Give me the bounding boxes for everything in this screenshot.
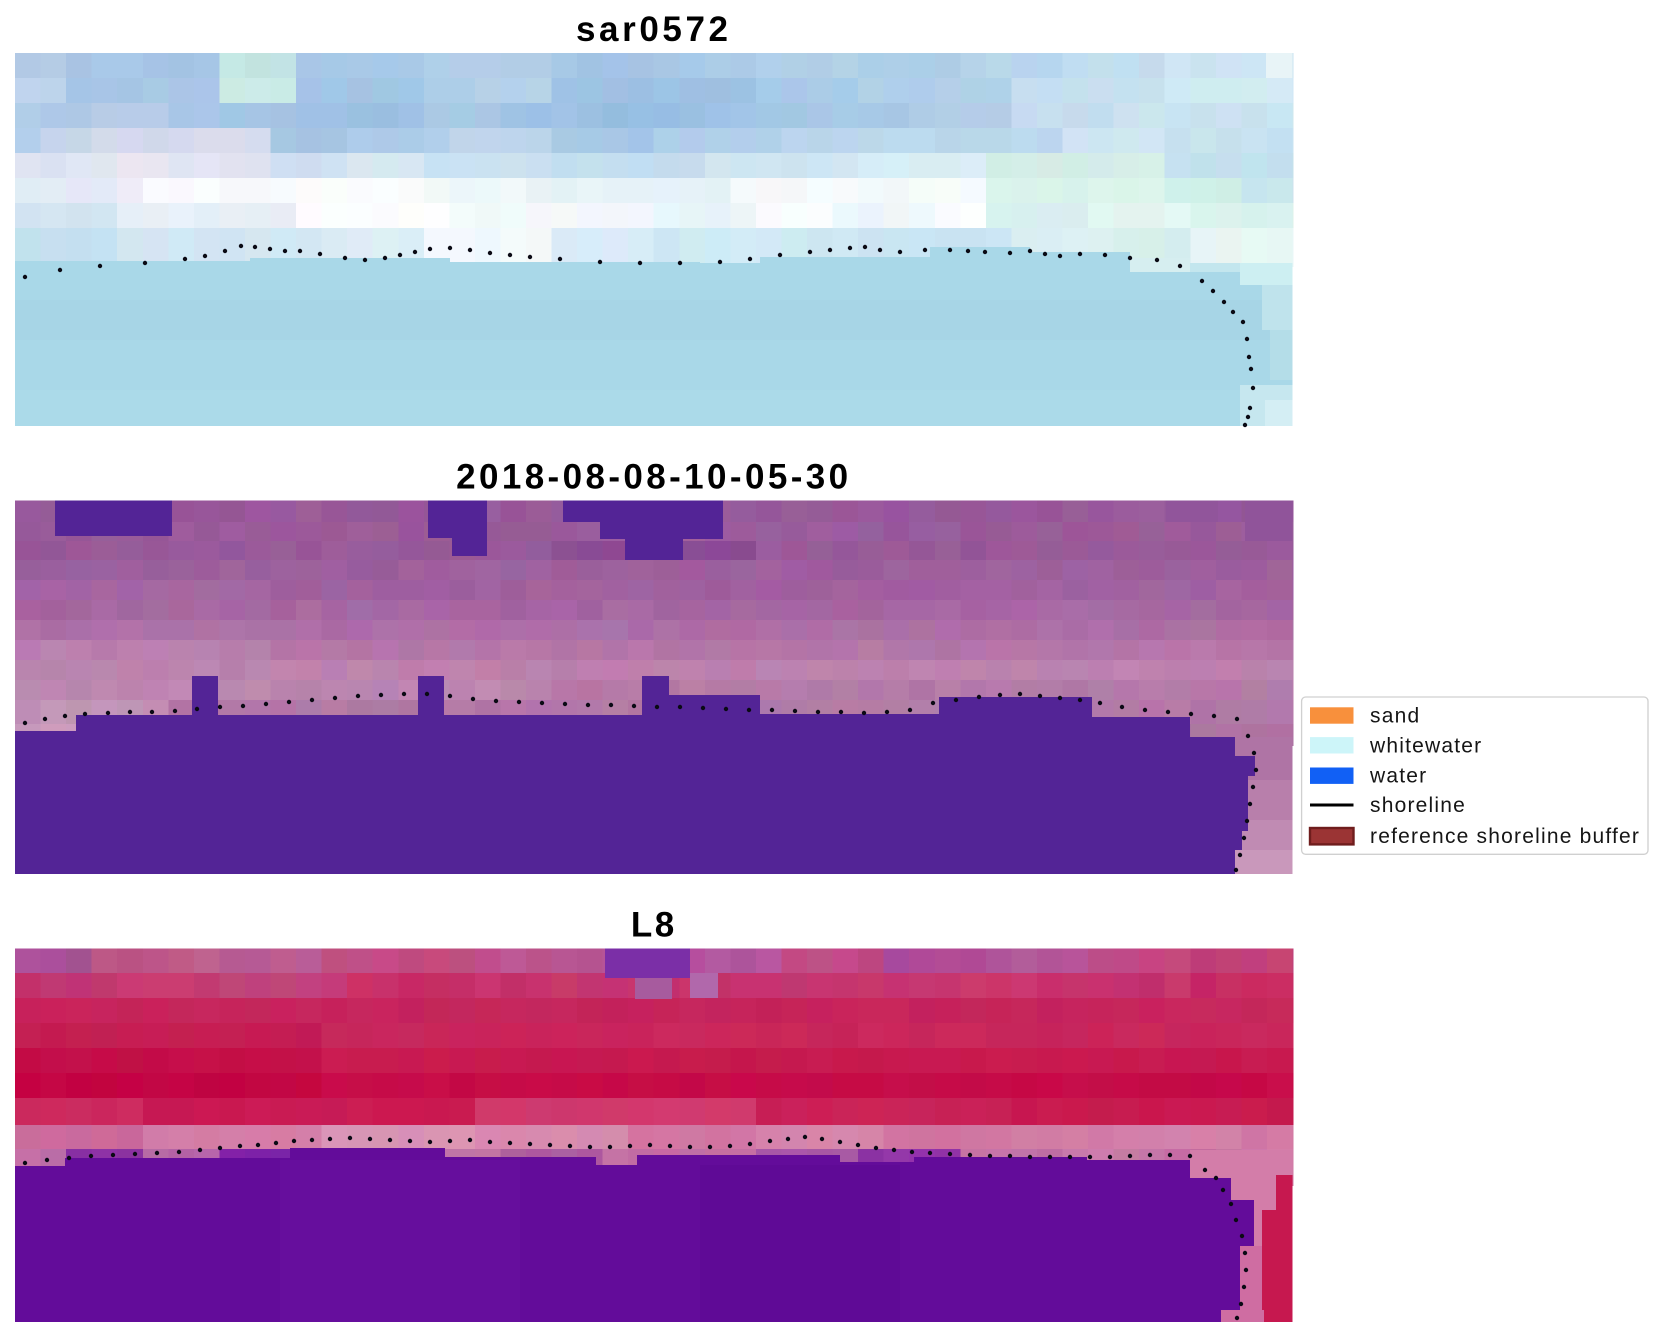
svg-text:whitewater: whitewater [1369, 734, 1482, 757]
svg-text:sar0572: sar0572 [576, 10, 732, 49]
svg-text:sand: sand [1370, 705, 1420, 728]
svg-text:water: water [1369, 765, 1427, 788]
svg-text:reference shoreline buffer: reference shoreline buffer [1370, 825, 1640, 848]
svg-text:2018-08-08-10-05-30: 2018-08-08-10-05-30 [456, 458, 851, 497]
svg-text:shoreline: shoreline [1370, 794, 1466, 817]
svg-text:L8: L8 [631, 906, 677, 945]
